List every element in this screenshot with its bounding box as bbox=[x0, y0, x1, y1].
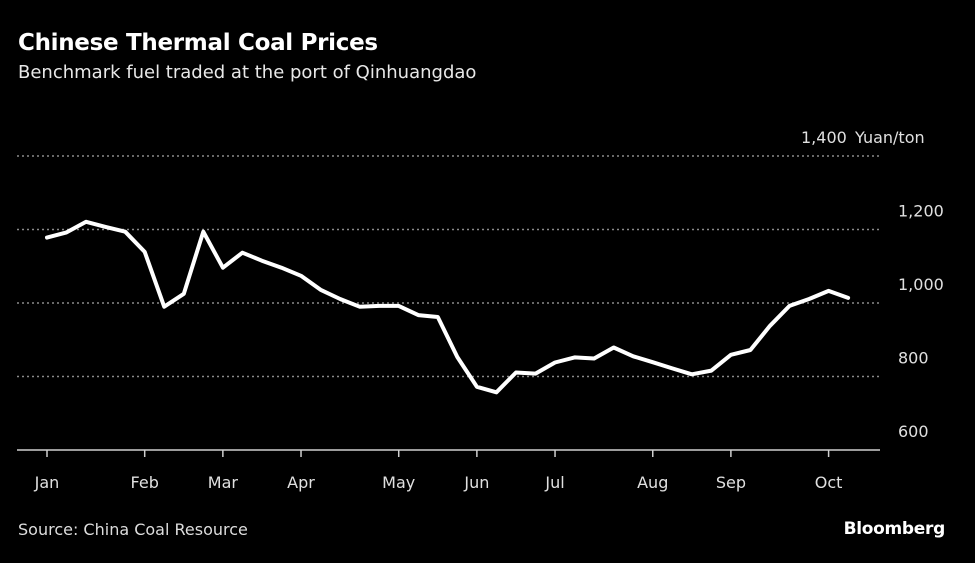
y-tick-label: 800 bbox=[898, 349, 929, 368]
x-tick-label: Jun bbox=[463, 473, 489, 492]
source-note: Source: China Coal Resource bbox=[18, 520, 248, 539]
x-tick-label: Apr bbox=[287, 473, 315, 492]
chart-subtitle: Benchmark fuel traded at the port of Qin… bbox=[18, 62, 477, 83]
x-tick-label: Mar bbox=[208, 473, 239, 492]
chart-title: Chinese Thermal Coal Prices bbox=[18, 30, 378, 56]
x-tick-label: Oct bbox=[815, 473, 843, 492]
x-tick-label: Feb bbox=[131, 473, 159, 492]
y-tick-label: 1,400 bbox=[801, 128, 847, 147]
y-tick-label: 600 bbox=[898, 422, 929, 441]
series-line bbox=[45, 219, 851, 395]
y-tick-label: 1,200 bbox=[898, 202, 944, 221]
x-tick-label: Aug bbox=[637, 473, 668, 492]
bloomberg-logo: Bloomberg bbox=[843, 519, 946, 539]
y-tick-label: 1,000 bbox=[898, 275, 944, 294]
y-axis-unit: Yuan/ton bbox=[854, 128, 925, 147]
x-tick-label: May bbox=[382, 473, 415, 492]
x-tick-label: Jan bbox=[34, 473, 60, 492]
x-tick-label: Jul bbox=[544, 473, 564, 492]
x-tick-label: Sep bbox=[716, 473, 746, 492]
